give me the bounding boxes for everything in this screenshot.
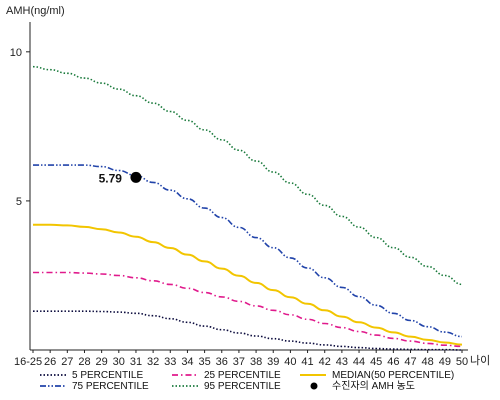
patient-point-label: 5.79 — [99, 171, 123, 185]
legend-point-label: 수진자의 AMH 농도 — [332, 380, 415, 392]
x-tick-label: 29 — [96, 356, 108, 368]
x-axis-title: 나이 — [470, 354, 490, 367]
legend-label-1: 75 PERCENTILE — [72, 381, 149, 392]
x-ticks: 16-25 26 27 28 29 30 31 32 33 34 35 36 37 38 39 40 41 42 4… — [14, 350, 468, 368]
legend-label-3: 95 PERCENTILE — [204, 381, 281, 392]
x-tick-label: 35 — [198, 356, 210, 368]
x-tick-label: 48 — [422, 356, 434, 368]
x-tick-label: 37 — [233, 356, 245, 368]
x-tick-label: 41 — [301, 356, 313, 368]
x-tick-label: 28 — [78, 356, 90, 368]
x-tick-label: 27 — [61, 356, 73, 368]
x-tick-label: 34 — [181, 356, 193, 368]
series-line-4 — [32, 65, 463, 286]
x-tick-label: 43 — [336, 356, 348, 368]
y-ticks: 5 10 — [10, 47, 30, 208]
x-tick-label: 39 — [267, 356, 279, 368]
series-line-1 — [32, 271, 463, 348]
series-line-2 — [33, 223, 463, 346]
x-tick-label: 45 — [370, 356, 382, 368]
y-tick-label: 10 — [10, 47, 22, 59]
y-axis-title: AMH(ng/ml) — [6, 5, 65, 17]
x-tick-label: 31 — [130, 356, 142, 368]
legend-label-2: 25 PERCENTILE — [204, 370, 281, 381]
y-tick-label: 5 — [16, 196, 22, 208]
x-tick-label: 50 — [456, 356, 468, 368]
x-tick-label: 46 — [387, 356, 399, 368]
x-tick-label: 32 — [147, 356, 159, 368]
x-tick-label: 44 — [353, 356, 365, 368]
x-tick-label: 42 — [319, 356, 331, 368]
x-tick-label: 38 — [250, 356, 262, 368]
x-tick-label: 26 — [44, 356, 56, 368]
series-line-0 — [33, 310, 463, 351]
legend-label-4: MEDIAN(50 PERCENTILE) — [332, 370, 454, 381]
x-tick-label: 47 — [404, 356, 416, 368]
chart-axes: AMH(ng/ml) 나이 — [6, 5, 490, 367]
x-tick-label: 33 — [164, 356, 176, 368]
x-tick-label: 36 — [216, 356, 228, 368]
x-tick-label: 16-25 — [14, 356, 42, 368]
x-tick-label: 30 — [113, 356, 125, 368]
legend-label-0: 5 PERCENTILE — [72, 370, 143, 381]
legend-point-marker — [310, 382, 318, 390]
series-lines — [32, 65, 463, 351]
patient-point-marker — [130, 171, 142, 183]
series-line-3 — [33, 164, 463, 338]
x-tick-label: 49 — [439, 356, 451, 368]
patient-point-group: 5.79 — [99, 171, 142, 185]
x-tick-label: 40 — [284, 356, 296, 368]
